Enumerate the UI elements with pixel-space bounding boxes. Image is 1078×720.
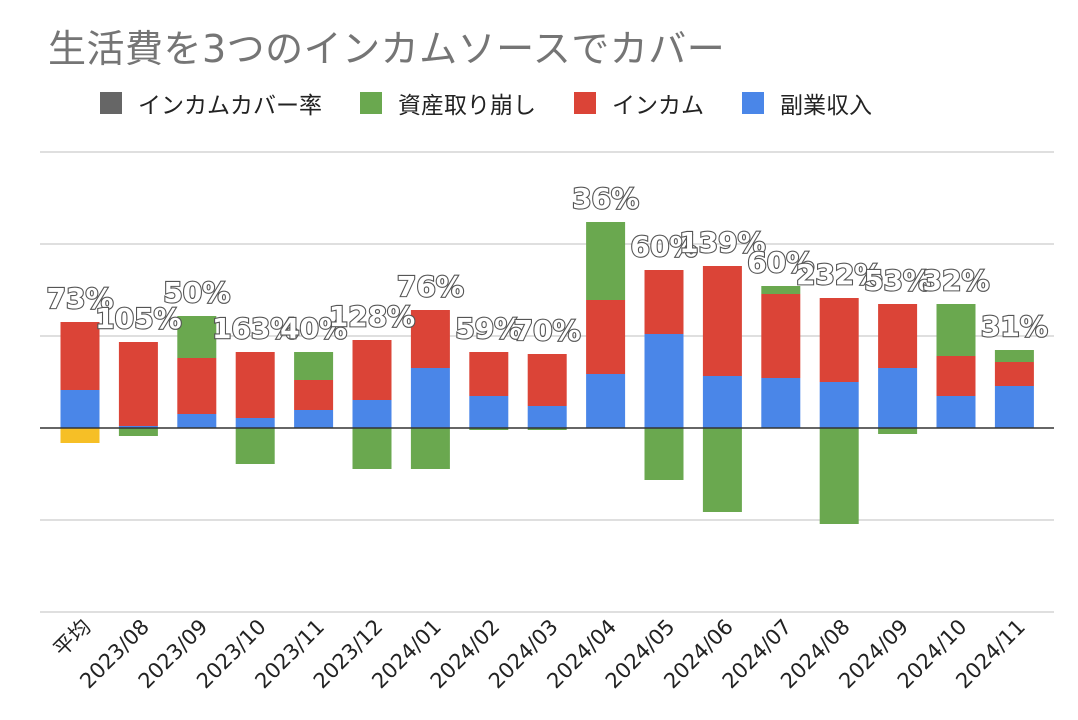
bar-segment xyxy=(994,350,1034,362)
data-label: 32% xyxy=(922,264,989,297)
bar-segment xyxy=(527,428,567,430)
bar-segment xyxy=(586,222,626,300)
legend-item: インカムカバー率 xyxy=(100,86,322,120)
data-label: 59% xyxy=(455,312,522,345)
chart-title: 生活費を3つのインカムソースでカバー xyxy=(48,27,726,71)
data-label: 60% xyxy=(630,230,697,263)
legend-label: インカム xyxy=(612,93,704,119)
bar-segment xyxy=(118,428,158,436)
bar-segment xyxy=(469,352,509,396)
bar-segment xyxy=(702,428,742,512)
bar-segment xyxy=(702,376,742,428)
bar-segment xyxy=(469,396,509,428)
data-label: 139% xyxy=(679,226,766,259)
data-label: 40% xyxy=(280,312,347,345)
bar-segment xyxy=(118,426,158,428)
bar-segment xyxy=(60,428,100,443)
data-label: 53% xyxy=(864,264,931,297)
data-label: 36% xyxy=(572,182,639,215)
bar-segment xyxy=(702,266,742,376)
data-label: 73% xyxy=(46,282,113,315)
bar-segment xyxy=(644,428,684,480)
bar-segment xyxy=(761,294,801,378)
data-label: 31% xyxy=(981,310,1048,343)
bar-segment xyxy=(352,428,392,469)
legend-label: 副業収入 xyxy=(780,93,872,119)
bar-segment xyxy=(235,352,275,418)
bar-segment xyxy=(936,356,976,396)
bar-segment xyxy=(60,322,100,390)
legend-swatch xyxy=(742,92,764,114)
bar-segment xyxy=(235,418,275,428)
bar-segment xyxy=(644,270,684,334)
bar-segment xyxy=(994,362,1034,386)
bar-segment xyxy=(294,410,334,428)
bar-segment xyxy=(936,304,976,356)
bar-segment xyxy=(177,414,217,428)
bar-segment xyxy=(586,374,626,428)
bar-segment xyxy=(819,298,859,382)
bar-segment xyxy=(878,368,918,428)
bar-segment xyxy=(469,428,509,430)
bar-segment xyxy=(644,334,684,428)
bar-segment xyxy=(527,354,567,406)
bar-segment xyxy=(410,428,450,469)
bar-segment xyxy=(586,300,626,374)
bar-segment xyxy=(294,380,334,410)
bar-segment xyxy=(352,400,392,428)
legend: インカムカバー率 資産取り崩し インカム 副業収入 xyxy=(100,86,910,120)
data-label: 105% xyxy=(95,302,182,335)
data-label: 60% xyxy=(747,246,814,279)
data-label: 70% xyxy=(514,314,581,347)
legend-swatch xyxy=(360,92,382,114)
legend-item: インカム xyxy=(574,86,704,120)
bar-segment xyxy=(177,316,217,358)
bar-segment xyxy=(118,342,158,426)
legend-label: インカムカバー率 xyxy=(138,93,322,119)
data-label: 232% xyxy=(796,258,883,291)
legend-item: 資産取り崩し xyxy=(360,86,536,120)
bar-segment xyxy=(60,390,100,428)
bar-segment xyxy=(352,340,392,400)
legend-swatch xyxy=(100,92,122,114)
data-label: 128% xyxy=(329,300,416,333)
legend-label: 資産取り崩し xyxy=(398,93,536,119)
bar-segment xyxy=(177,358,217,414)
data-label: 76% xyxy=(397,270,464,303)
x-tick-label: 平均 xyxy=(49,615,96,662)
legend-item: 副業収入 xyxy=(742,86,872,120)
bar-segment xyxy=(294,352,334,380)
bar-segment xyxy=(878,428,918,434)
bar-segment xyxy=(235,428,275,464)
bar-segment xyxy=(527,406,567,428)
bar-segment xyxy=(410,368,450,428)
data-label: 163% xyxy=(212,312,299,345)
bar-segment xyxy=(761,378,801,428)
bar-segment xyxy=(878,304,918,368)
bar-segment xyxy=(936,396,976,428)
bar-segment xyxy=(819,382,859,428)
bar-segment xyxy=(761,286,801,294)
bar-segment xyxy=(819,428,859,524)
data-label: 50% xyxy=(163,276,230,309)
legend-swatch xyxy=(574,92,596,114)
bar-segment xyxy=(994,386,1034,428)
bar-segment xyxy=(410,310,450,368)
